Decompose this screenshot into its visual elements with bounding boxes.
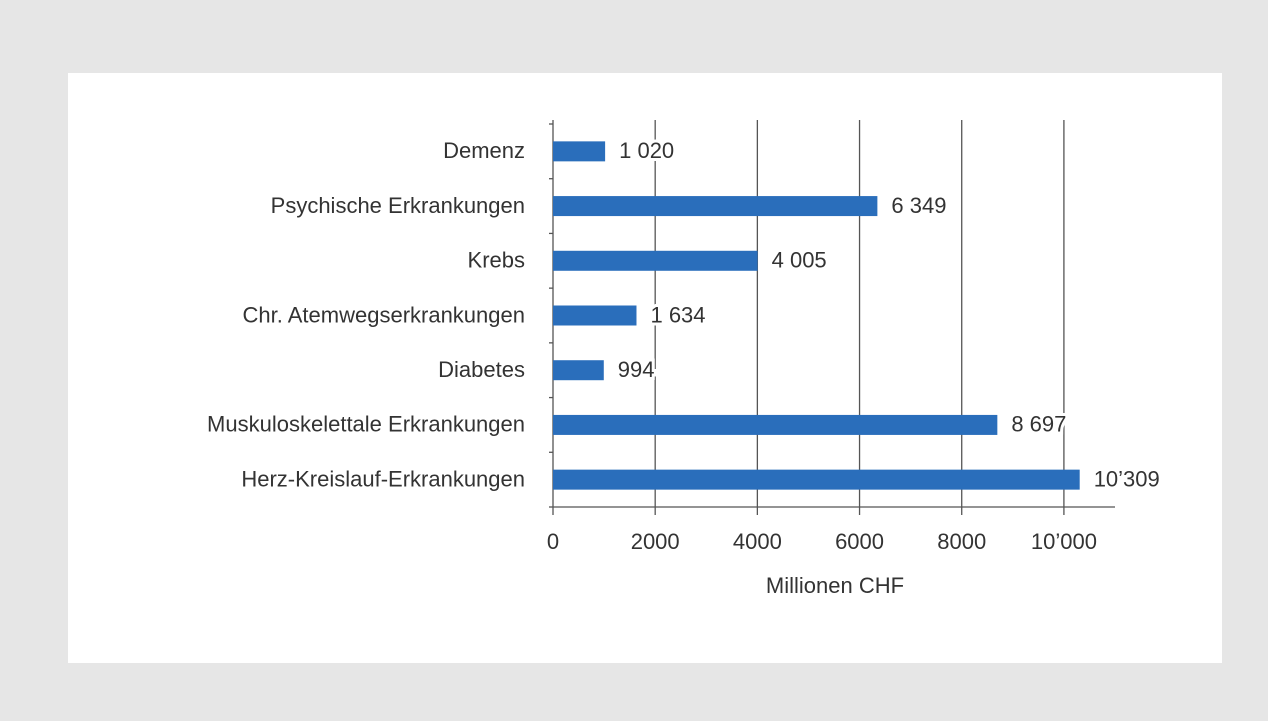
y-tick-label: Krebs bbox=[468, 248, 525, 273]
value-label: 1 020 bbox=[619, 138, 674, 163]
value-label: 1 634 bbox=[650, 302, 705, 327]
bar bbox=[553, 141, 606, 162]
x-tick-label: 10’000 bbox=[1031, 529, 1097, 554]
x-tick-label: 8000 bbox=[937, 529, 986, 554]
y-tick-label: Demenz bbox=[443, 138, 525, 163]
bar bbox=[553, 196, 878, 217]
value-label: 994 bbox=[618, 357, 655, 382]
bar bbox=[553, 469, 1080, 490]
y-tick-label: Chr. Atemwegserkrankungen bbox=[243, 302, 526, 327]
y-tick-label: Herz-Kreislauf-Erkrankungen bbox=[241, 466, 525, 491]
x-tick-label: 2000 bbox=[631, 529, 680, 554]
value-label: 6 349 bbox=[891, 193, 946, 218]
x-tick-label: 6000 bbox=[835, 529, 884, 554]
y-tick-label: Muskuloskelettale Erkrankungen bbox=[207, 412, 525, 437]
value-label: 8 697 bbox=[1011, 412, 1066, 437]
y-tick-label: Psychische Erkrankungen bbox=[271, 193, 525, 218]
bar bbox=[553, 250, 758, 271]
x-tick-label: 4000 bbox=[733, 529, 782, 554]
bar bbox=[553, 414, 998, 435]
value-label: 4 005 bbox=[772, 248, 827, 273]
x-axis-label: Millionen CHF bbox=[766, 573, 904, 598]
value-label: 10’309 bbox=[1094, 466, 1160, 491]
y-tick-label: Diabetes bbox=[438, 357, 525, 382]
bar bbox=[553, 305, 637, 326]
bar bbox=[553, 360, 604, 381]
x-tick-label: 0 bbox=[547, 529, 559, 554]
panel bbox=[68, 73, 1222, 663]
